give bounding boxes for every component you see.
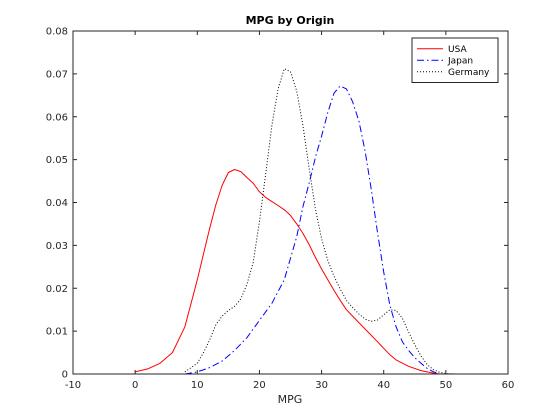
plot-area: [134, 68, 459, 375]
legend-label-japan: Japan: [447, 56, 473, 66]
y-tick-label: 0.05: [46, 155, 68, 166]
x-tick-label: 40: [377, 380, 390, 391]
y-tick-label: 0.08: [46, 27, 68, 38]
x-tick-label: 60: [502, 380, 515, 391]
series-line-germany: [184, 68, 459, 375]
series-line-japan: [184, 85, 440, 375]
y-tick-label: 0.03: [46, 241, 68, 252]
legend-box: [411, 37, 499, 83]
chart-title: MPG by Origin: [246, 14, 335, 27]
x-tick-label: 50: [439, 380, 452, 391]
x-tick-label: 30: [315, 380, 328, 391]
y-tick-label: 0: [62, 370, 68, 381]
legend-label-germany: Germany: [448, 68, 490, 78]
y-tick-label: 0.06: [46, 112, 68, 123]
legend-label-usa: USA: [448, 45, 467, 55]
x-axis-label: MPG: [278, 393, 303, 406]
x-tick-label: 0: [132, 380, 138, 391]
x-axis: -10 0 10 20 30 40 50 60: [65, 31, 515, 391]
y-axis: 0 0.01 0.02 0.03 0.04 0.05 0.06 0.07 0.08: [46, 27, 508, 381]
y-tick-label: 0.04: [46, 198, 68, 209]
y-tick-label: 0.01: [46, 327, 68, 338]
x-tick-label: -10: [65, 380, 81, 391]
y-tick-label: 0.07: [46, 69, 68, 80]
series-line-usa: [134, 169, 440, 375]
x-tick-label: 10: [191, 380, 204, 391]
y-tick-label: 0.02: [46, 284, 68, 295]
x-tick-label: 20: [253, 380, 266, 391]
